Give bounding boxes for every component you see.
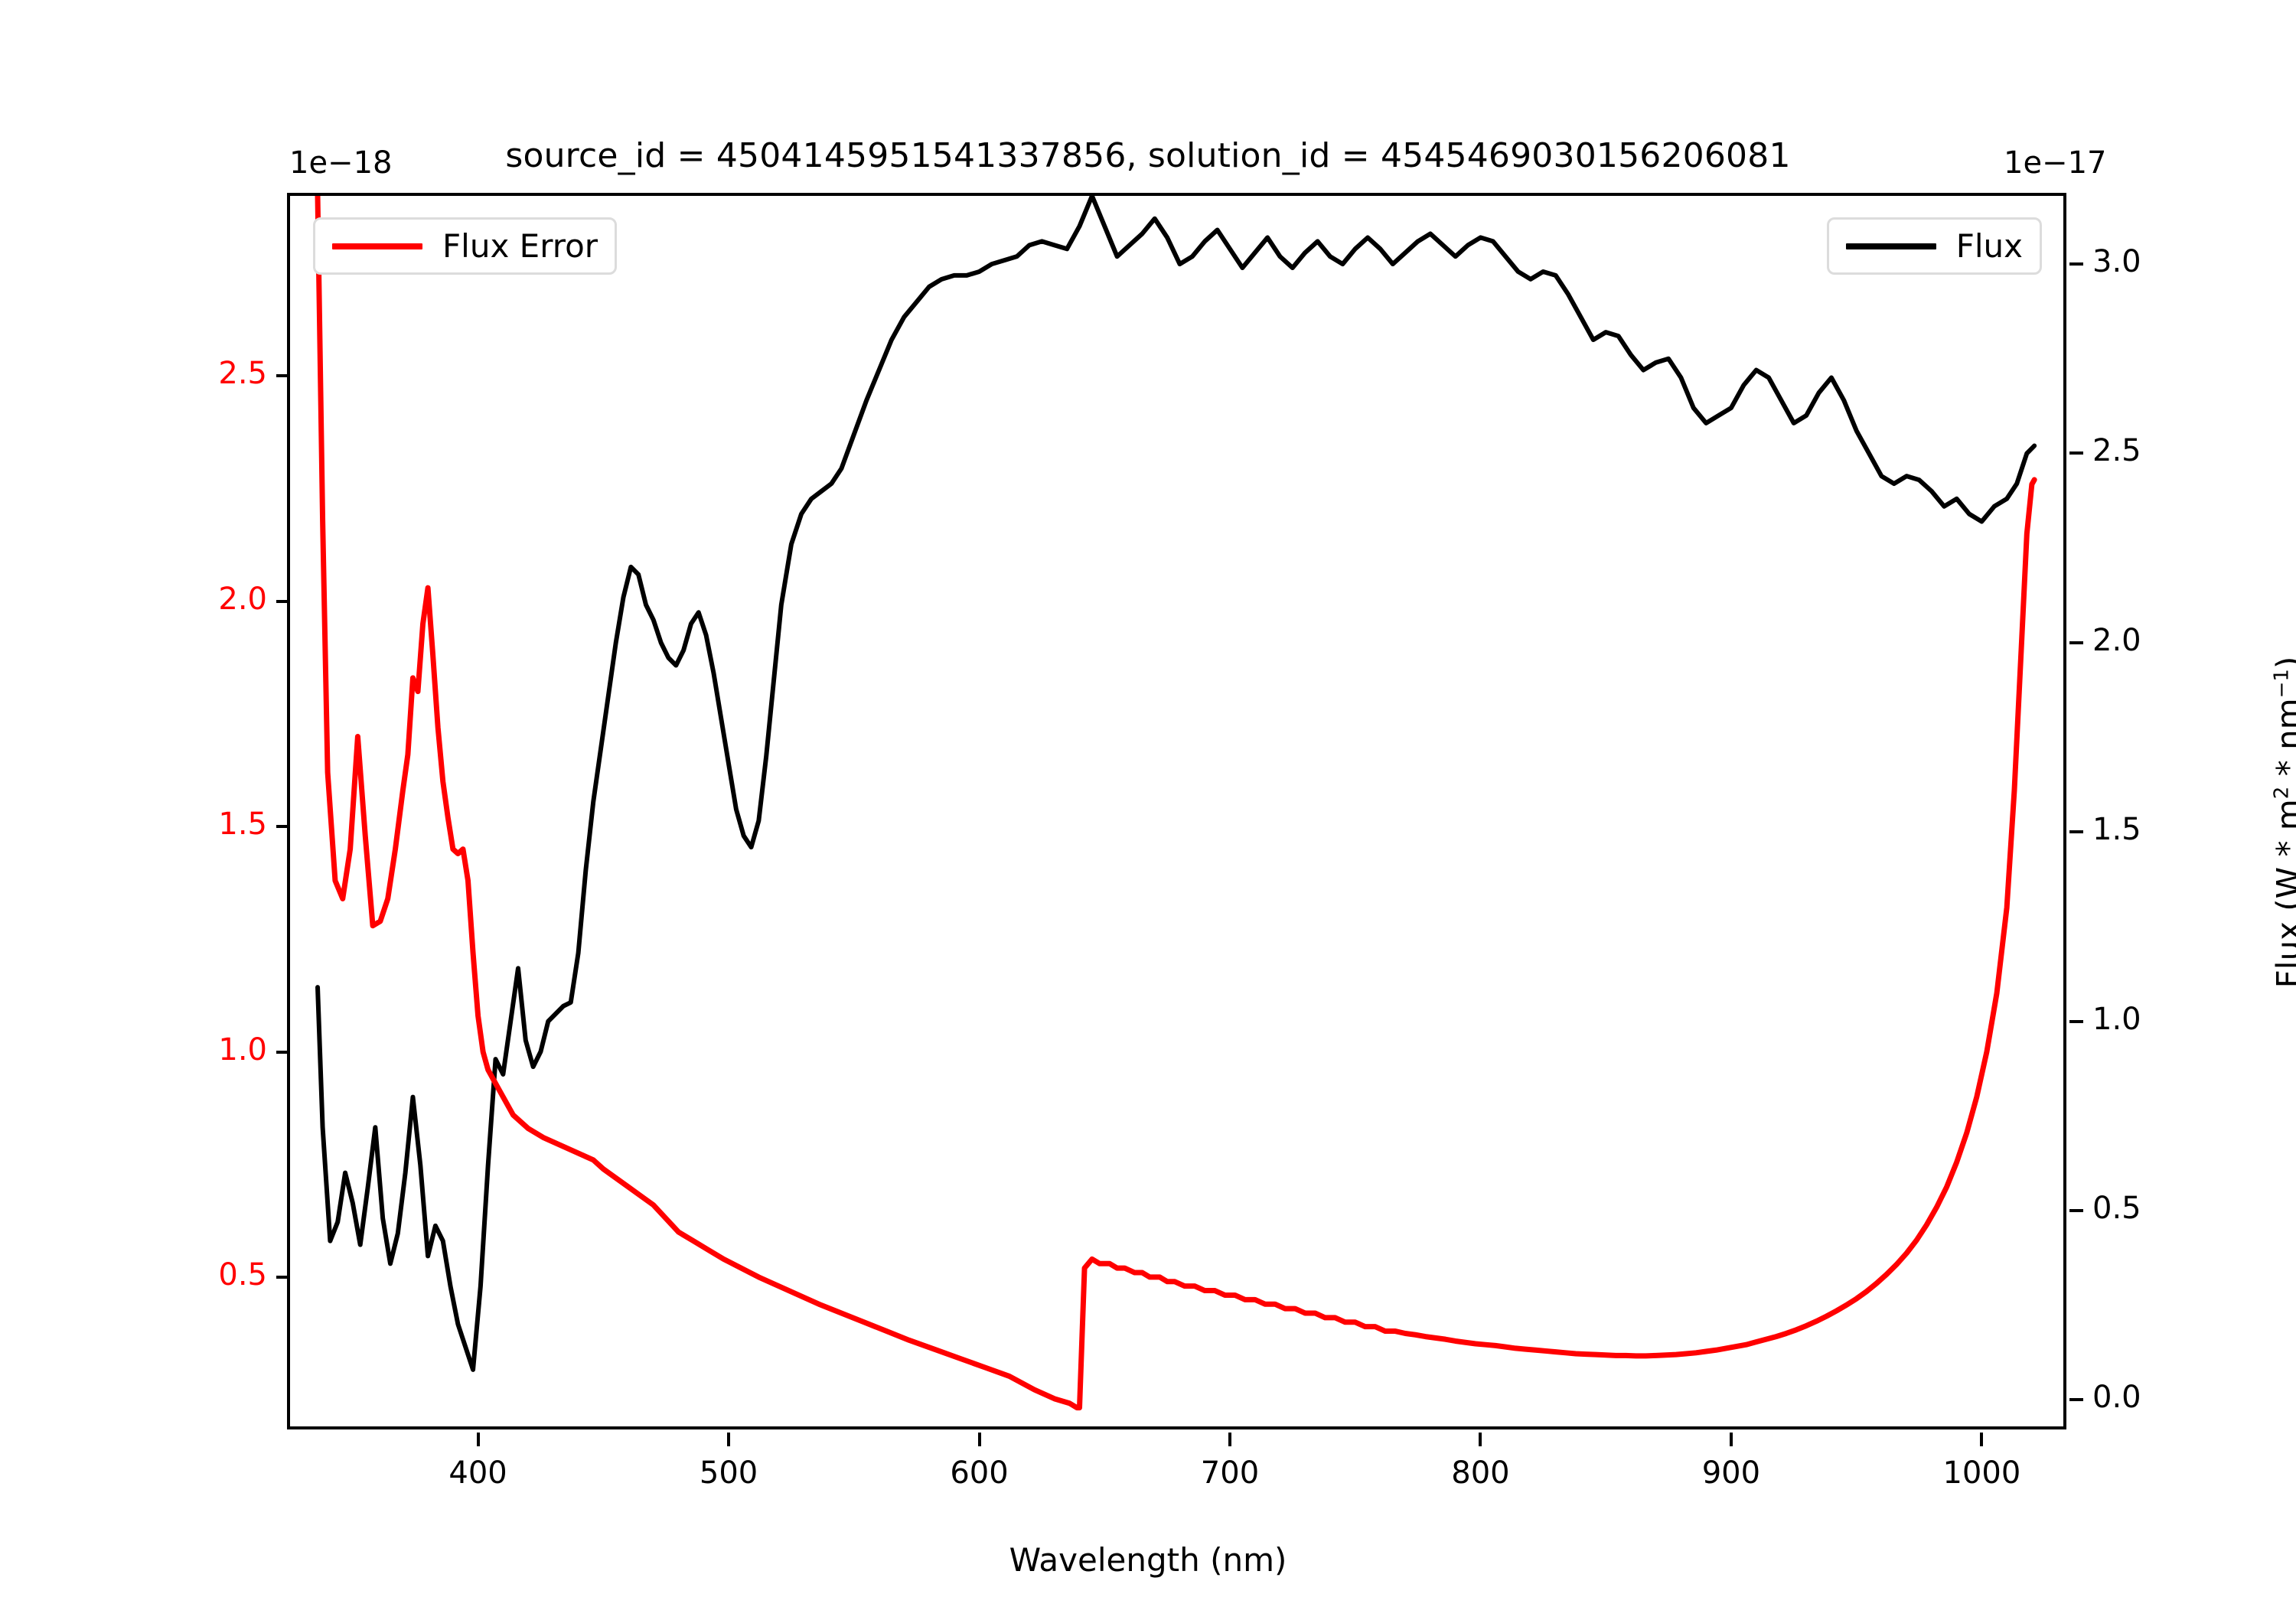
y-tick-right — [2069, 1398, 2083, 1402]
flux-error-line — [315, 196, 2037, 1411]
x-tick-label: 600 — [950, 1455, 1009, 1491]
chart-title: source_id = 4504145951541337856, solutio… — [505, 136, 1791, 175]
y-tick-left — [276, 825, 290, 829]
y-tick-left — [276, 599, 290, 603]
x-tick — [977, 1433, 981, 1446]
x-tick-label: 700 — [1200, 1455, 1260, 1491]
y-tick-left — [276, 1275, 290, 1279]
x-tick — [1729, 1433, 1733, 1446]
x-tick-label: 500 — [699, 1455, 758, 1491]
legend-swatch-flux — [1845, 243, 1936, 249]
y-tick-label-right: 1.5 — [2092, 812, 2141, 848]
y-tick-right — [2069, 451, 2083, 455]
y-tick-right — [2069, 641, 2083, 644]
x-tick — [476, 1433, 480, 1446]
legend-label-flux-error: Flux Error — [442, 227, 598, 265]
left-axis-offset-label: 1e−18 — [289, 145, 393, 181]
y-tick-label-right: 3.0 — [2092, 244, 2141, 280]
x-tick — [727, 1433, 731, 1446]
y-axis-right-title: Flux (W * m2 * nm−1) — [2269, 657, 2296, 989]
y-tick-label-right: 0.5 — [2092, 1191, 2141, 1227]
legend-swatch-flux-error — [332, 243, 422, 249]
y-tick-label-right: 2.0 — [2092, 622, 2141, 658]
y-tick-label-right: 1.0 — [2092, 1001, 2141, 1037]
x-tick-label: 900 — [1701, 1455, 1761, 1491]
y-tick-label-right: 0.0 — [2092, 1380, 2141, 1416]
y-tick-label-left: 2.5 — [218, 356, 267, 392]
right-axis-offset-label: 1e−17 — [2004, 145, 2107, 181]
y-tick-right — [2069, 1019, 2083, 1023]
legend-flux-error[interactable]: Flux Error — [313, 217, 618, 275]
y-tick-left — [276, 374, 290, 378]
y-tick-label-right: 2.5 — [2092, 433, 2141, 469]
x-tick — [1228, 1433, 1231, 1446]
y-tick-label-left: 1.0 — [218, 1032, 267, 1068]
y-tick-right — [2069, 1209, 2083, 1213]
x-axis-title: Wavelength (nm) — [1009, 1541, 1287, 1579]
plot-canvas — [315, 196, 2037, 1411]
legend-flux[interactable]: Flux — [1826, 217, 2042, 275]
plot-area: Flux Error Flux 0.5 1.0 1.5 2.0 2.5 0.0 0.5 1.0… — [218, 193, 2141, 1491]
y-tick-label-left: 1.5 — [218, 807, 267, 843]
legend-label-flux: Flux — [1955, 227, 2023, 265]
y-tick-label-left: 0.5 — [218, 1257, 267, 1292]
x-tick-label: 400 — [448, 1455, 507, 1491]
y-tick-right — [2069, 830, 2083, 834]
x-tick — [1980, 1433, 1984, 1446]
x-tick — [1479, 1433, 1482, 1446]
y-tick-right — [2069, 262, 2083, 266]
x-tick-label: 1000 — [1942, 1455, 2021, 1491]
y-tick-label-left: 2.0 — [218, 581, 267, 617]
y-tick-left — [276, 1050, 290, 1054]
flux-line — [315, 196, 2037, 1372]
x-tick-label: 800 — [1451, 1455, 1510, 1491]
